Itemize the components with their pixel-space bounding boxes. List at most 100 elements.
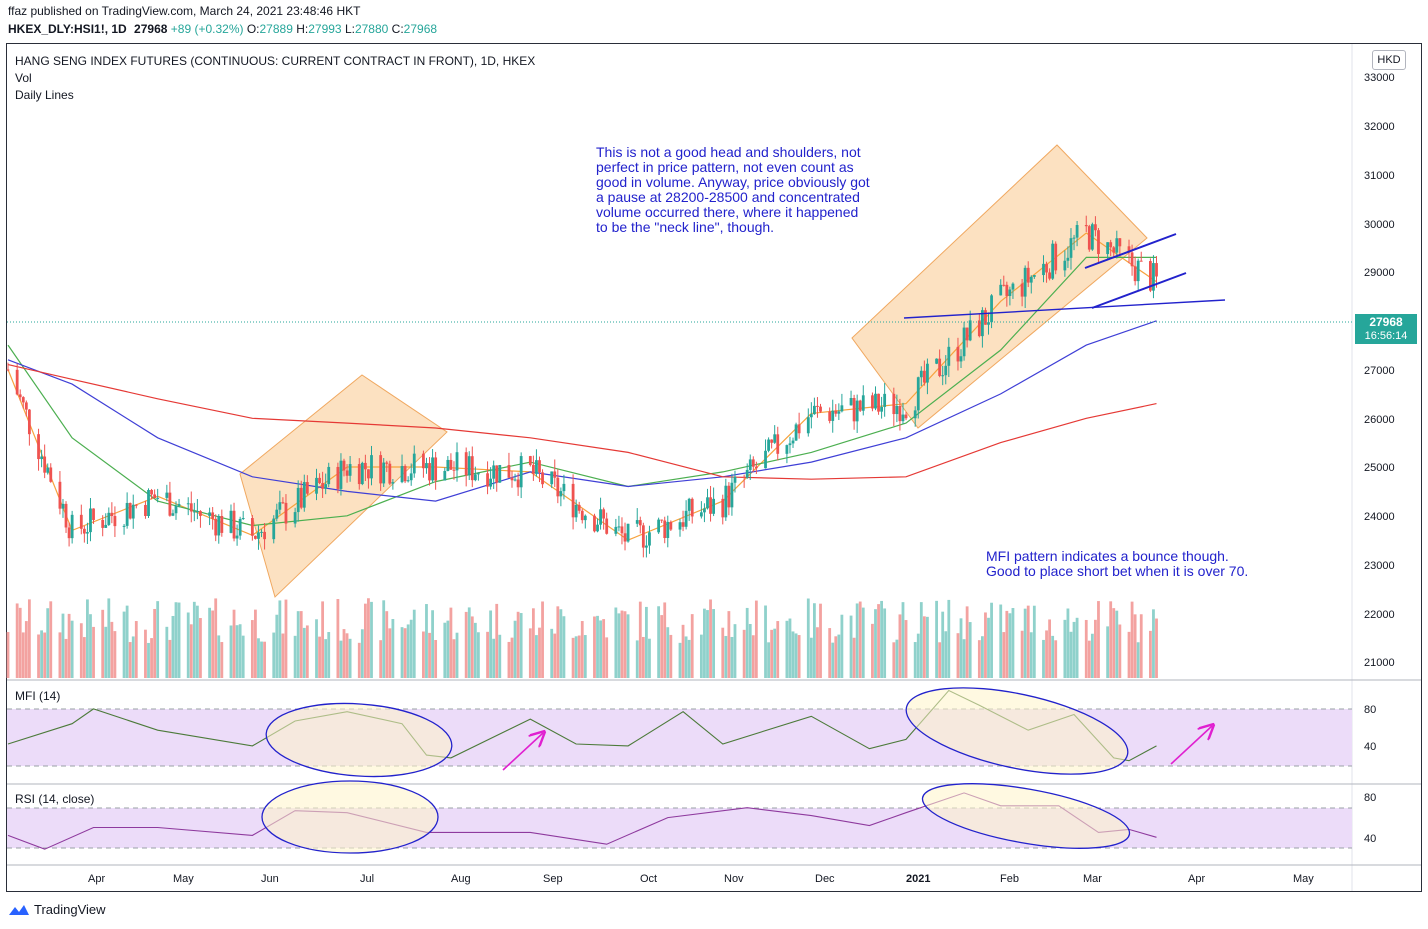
volume-bar [86, 599, 89, 678]
volume-bar [1069, 631, 1073, 678]
close-value: 27968 [403, 22, 438, 36]
volume-bar [388, 628, 392, 678]
volume-bar [669, 634, 673, 678]
volume-bar [406, 624, 410, 678]
last-price-tag: 27968 16:56:14 [1355, 314, 1417, 344]
volume-bar [302, 627, 306, 678]
chart-frame[interactable] [6, 43, 1422, 892]
tradingview-logo-icon [9, 904, 29, 915]
volume-bar [296, 611, 300, 678]
time-tick: Oct [640, 873, 657, 885]
time-tick: Mar [1083, 873, 1102, 885]
candle-body [681, 522, 685, 527]
volume-bar [571, 637, 575, 678]
candle-body [400, 466, 404, 483]
volume-bar [452, 639, 456, 678]
volume-bar [1136, 642, 1140, 678]
candle-body [422, 453, 425, 469]
volume-bar [981, 636, 984, 678]
volume-bar [385, 611, 389, 678]
volume-bar [305, 625, 309, 678]
candle-body [165, 492, 169, 498]
channel-lower [1091, 272, 1187, 309]
candle-body [596, 524, 599, 532]
candle-body [840, 405, 844, 412]
volume-bar [1133, 614, 1137, 678]
pattern-zone-left [239, 374, 448, 598]
tradingview-logo[interactable]: TradingView [8, 902, 106, 917]
volume-bar [254, 609, 257, 678]
candle-body [1005, 284, 1009, 296]
daily-lines-legend: Daily Lines [15, 88, 74, 102]
candle-body [1139, 260, 1143, 262]
volume-bar [27, 599, 31, 678]
candle-body [339, 460, 343, 489]
candle-body [302, 482, 306, 508]
volume-bar [507, 641, 511, 678]
candle-body [49, 467, 53, 482]
volume-bar [1127, 631, 1131, 678]
volume-bar [492, 638, 496, 678]
volume-bar [919, 602, 923, 678]
volume-bar [360, 629, 364, 678]
candle-body [1054, 243, 1058, 271]
candle-body [281, 502, 285, 504]
candle-body [171, 513, 175, 516]
time-tick: May [173, 873, 194, 885]
candle-body [431, 457, 434, 481]
volume-bar [6, 632, 10, 678]
candle-body [229, 510, 233, 533]
volume-bar [809, 637, 813, 678]
currency-button[interactable]: HKD [1372, 50, 1406, 70]
candle-body [107, 512, 111, 525]
volume-bar [192, 601, 196, 678]
volume-bar [623, 611, 627, 678]
candle-body [1127, 246, 1131, 253]
volume-bar [1048, 619, 1051, 678]
candle-body [86, 532, 89, 534]
volume-bar [984, 612, 987, 678]
candle-body [168, 492, 172, 516]
candle-body [434, 457, 438, 481]
candle-body [999, 284, 1003, 296]
volume-bar [79, 623, 83, 678]
volume-bar [1045, 630, 1048, 678]
candle-body [1155, 263, 1158, 277]
candle-body [904, 414, 908, 419]
candle-body [425, 463, 428, 469]
volume-bar [412, 609, 416, 678]
volume-bar [229, 625, 233, 678]
candle-body [391, 482, 395, 484]
volume-bar [657, 606, 661, 678]
candle-body [174, 505, 178, 514]
candle-body [641, 525, 645, 548]
hs-annotation: This is not a good head and shoulders, n… [596, 145, 870, 235]
hs-note-line: This is not a good head and shoulders, n… [596, 144, 861, 160]
candle-body [1115, 238, 1119, 253]
candle-body [987, 322, 990, 325]
candle-body [806, 417, 810, 434]
candle-body [449, 459, 453, 470]
volume-bar [40, 630, 43, 678]
volume-bar [113, 631, 117, 678]
volume-bar [574, 636, 578, 678]
price-tick: 21000 [1364, 657, 1395, 669]
volume-bar [871, 623, 874, 678]
candle-body [199, 511, 202, 516]
volume-bar [742, 629, 746, 678]
volume-bar [498, 634, 502, 678]
volume-bar [895, 639, 899, 678]
time-tick: Sep [543, 873, 563, 885]
candle-body [531, 464, 535, 474]
candle-body [602, 509, 606, 519]
time-tick: Feb [1000, 873, 1019, 885]
candle-body [1136, 260, 1140, 282]
candle-body [385, 462, 389, 464]
high-label: H: [296, 22, 309, 36]
candle-body [1106, 242, 1110, 255]
candle-body [553, 471, 557, 478]
candle-body [580, 510, 584, 521]
volume-bar [797, 635, 801, 678]
low-value: 27880 [354, 22, 389, 36]
